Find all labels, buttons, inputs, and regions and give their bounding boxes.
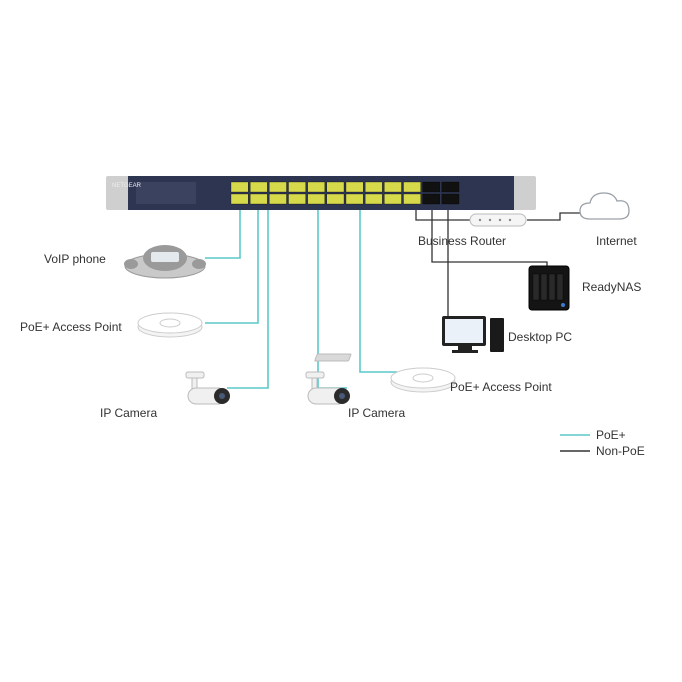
network-switch-icon: NETGEAR [106,176,536,210]
edge-ipcam_l [227,210,268,388]
edge-ap_left [205,210,258,323]
diagram-svg: NETGEAR PoE+ Non-PoE [0,0,682,682]
svg-text:Non-PoE: Non-PoE [596,444,645,458]
edge-router [416,210,470,220]
cloud-icon [580,193,629,219]
svg-text:NETGEAR: NETGEAR [112,183,142,189]
label-ipcam-right: IP Camera [348,406,405,420]
legend: PoE+ Non-PoE [560,428,645,458]
access-point-icon [138,313,202,337]
label-voip: VoIP phone [44,252,106,266]
svg-text:PoE+: PoE+ [596,428,626,442]
label-pc: Desktop PC [508,330,572,344]
label-nas: ReadyNAS [582,280,641,294]
access-point-icon [391,368,455,392]
label-router: Business Router [418,234,506,248]
desktop-pc-icon [315,316,504,361]
nas-icon [529,266,569,310]
label-internet: Internet [596,234,637,248]
ip-camera-icon [186,372,230,404]
label-ap-right: PoE+ Access Point [450,380,552,394]
router-icon [470,214,526,226]
voip-phone-icon [124,245,206,278]
label-ap-left: PoE+ Access Point [20,320,122,334]
edge-ap_right [360,210,397,372]
label-ipcam-left: IP Camera [100,406,157,420]
edge-pc [448,210,458,326]
edge-voip [205,210,240,258]
